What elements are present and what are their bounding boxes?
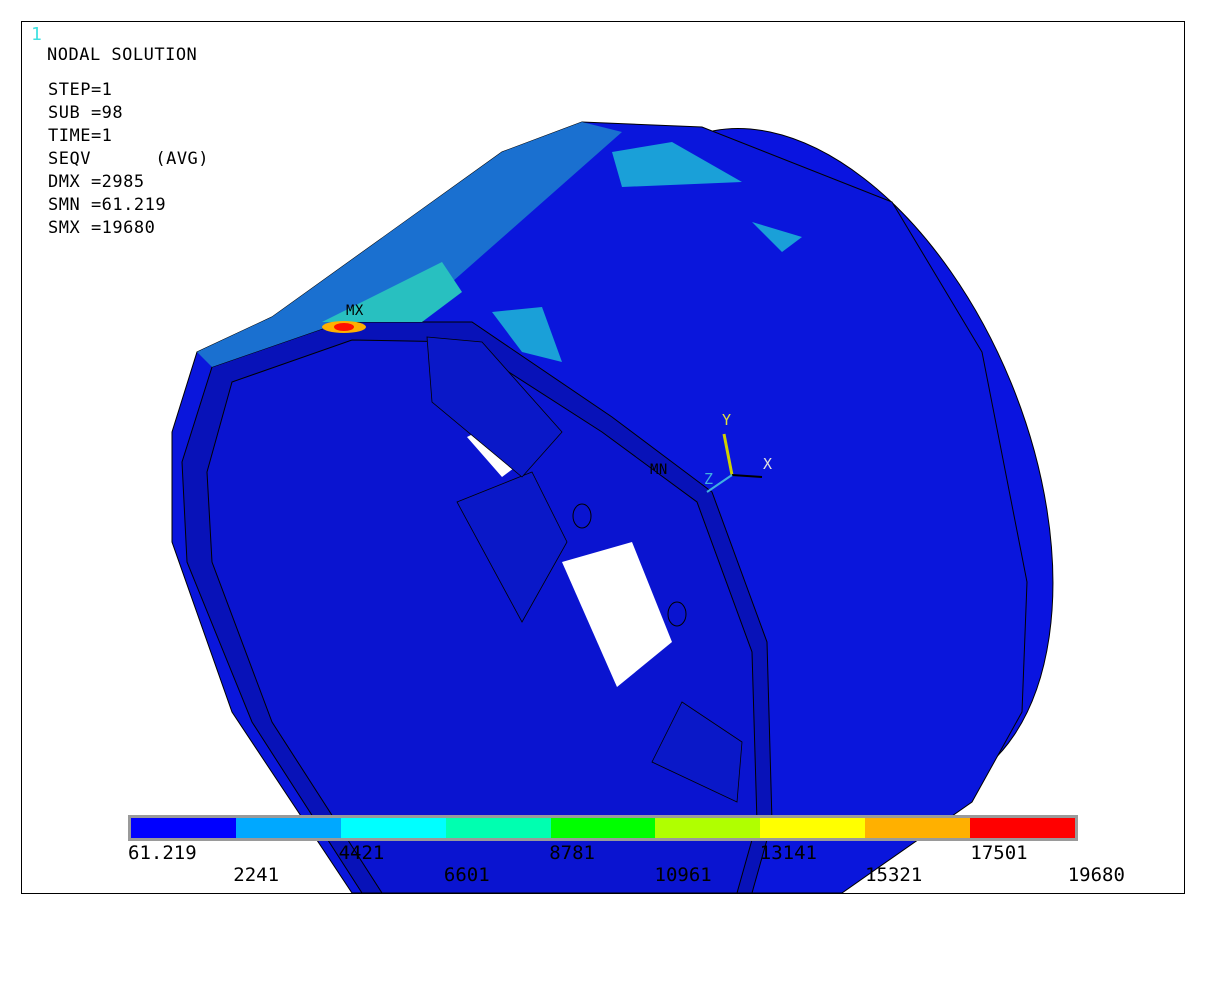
legend-swatch xyxy=(131,818,236,838)
wheel-model xyxy=(171,121,1054,893)
legend-swatch xyxy=(760,818,866,838)
window-number: 1 xyxy=(31,24,42,45)
info-dmx: DMX =2985 xyxy=(48,172,145,192)
legend-swatch xyxy=(865,818,971,838)
triad-z-label: Z xyxy=(704,470,714,488)
legend-swatch xyxy=(655,818,761,838)
info-result: SEQV (AVG) xyxy=(48,149,210,169)
stress-patch xyxy=(752,222,802,252)
legend-label: 61.219 xyxy=(128,842,197,864)
min-marker: MN xyxy=(650,462,668,478)
legend-label: 13141 xyxy=(759,842,817,864)
triad-x-label: X xyxy=(763,455,773,473)
info-sub: SUB =98 xyxy=(48,103,124,123)
legend-swatch xyxy=(445,818,551,838)
legend-label: 8781 xyxy=(549,842,595,864)
info-step: STEP=1 xyxy=(48,80,113,100)
legend-swatch xyxy=(340,818,446,838)
stress-patch xyxy=(492,307,562,362)
coordinate-triad xyxy=(706,433,763,493)
bolt-hole xyxy=(572,503,592,529)
contour-legend-bar xyxy=(128,815,1078,841)
info-time: TIME=1 xyxy=(48,126,113,146)
triad-y-label: Y xyxy=(722,411,732,429)
bolt-hole xyxy=(667,601,687,627)
spoke xyxy=(651,701,743,803)
spoke-opening xyxy=(562,542,672,687)
stress-band xyxy=(197,122,622,367)
max-stress-spot-core xyxy=(334,323,354,331)
legend-swatch xyxy=(970,818,1076,838)
rim-inner xyxy=(206,339,758,893)
stress-patch xyxy=(612,142,742,187)
legend-label: 6601 xyxy=(443,864,490,886)
legend-label: 4421 xyxy=(338,842,385,864)
legend-swatch xyxy=(550,818,656,838)
legend-label: 10961 xyxy=(654,864,712,886)
max-marker: MX xyxy=(346,303,364,319)
legend-label: 17501 xyxy=(970,842,1028,864)
plot-title: NODAL SOLUTION xyxy=(47,45,198,65)
legend-label: 2241 xyxy=(233,864,280,886)
info-smx: SMX =19680 xyxy=(48,218,156,238)
legend-label: 19680 xyxy=(1067,864,1125,886)
spoke xyxy=(426,336,563,478)
graphics-window[interactable]: 1 NODAL SOLUTION STEP=1 SUB =98 TIME=1 S… xyxy=(21,21,1185,894)
legend-swatch xyxy=(235,818,341,838)
stress-patch xyxy=(322,262,462,322)
spoke xyxy=(456,471,568,623)
legend-label: 15321 xyxy=(865,864,923,886)
info-smn: SMN =61.219 xyxy=(48,195,167,215)
